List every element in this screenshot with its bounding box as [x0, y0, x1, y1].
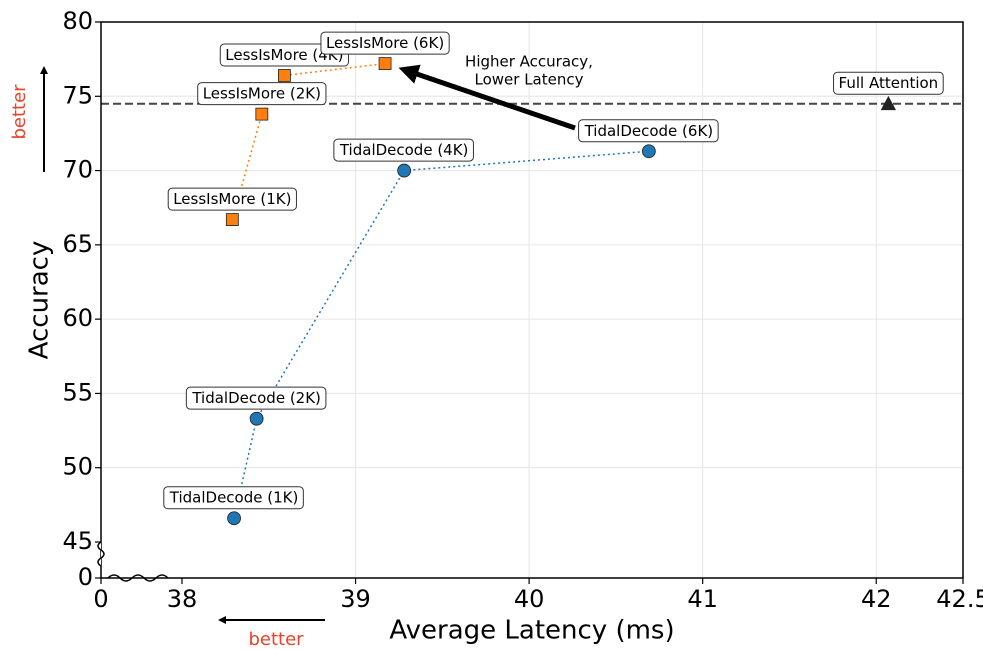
- point-label-group: TidalDecode (4K): [333, 138, 474, 162]
- point: [277, 69, 291, 82]
- axes-frame: [100, 21, 964, 579]
- point-label-group: TidalDecode (6K): [578, 119, 719, 143]
- point-label: TidalDecode (6K): [584, 122, 714, 140]
- label-box: [185, 386, 327, 410]
- point-label: Full Attention: [839, 74, 939, 92]
- point-label: LessIsMore (4K): [225, 46, 343, 64]
- x-tick-label: 42: [861, 585, 892, 613]
- point-label-group: LessIsMore (2K): [197, 82, 327, 106]
- y-tick-label: 45: [62, 527, 93, 555]
- y-tick-label: 80: [62, 7, 93, 35]
- x-axis-label: Average Latency (ms): [389, 616, 674, 646]
- point-label: LessIsMore (6K): [326, 34, 444, 52]
- point-label-group: TidalDecode (2K): [185, 386, 327, 410]
- x-tick-label: 39: [340, 585, 371, 613]
- label-box: [167, 187, 297, 211]
- point: [397, 163, 412, 178]
- point: [880, 95, 897, 111]
- point-label-group: LessIsMore (6K): [320, 31, 450, 55]
- y-tick-label: 60: [62, 304, 93, 332]
- x-tick-label: 40: [514, 585, 545, 613]
- point: [249, 411, 264, 426]
- point-label: TidalDecode (1K): [169, 489, 299, 507]
- point: [227, 511, 241, 526]
- better-label-x: better: [248, 629, 304, 650]
- point-label-group: LessIsMore (1K): [167, 187, 297, 211]
- annotation-text: Higher Accuracy,: [465, 53, 593, 71]
- label-box: [578, 119, 719, 143]
- x-axis-break: [107, 574, 169, 582]
- y-tick-label: 55: [62, 378, 93, 406]
- x-tick-label: 38: [167, 585, 198, 613]
- annotation-arrow: [398, 64, 576, 131]
- y-tick-label: 50: [62, 453, 93, 481]
- x-tick-label: 42.5: [936, 585, 983, 613]
- y-axis-break: [97, 541, 105, 567]
- label-box: [163, 486, 304, 510]
- y-tick-label: 65: [62, 230, 93, 258]
- point: [378, 57, 392, 70]
- better-label-y: better: [9, 84, 30, 140]
- point-label-group: Full Attention: [833, 71, 944, 95]
- point-label: TidalDecode (4K): [339, 141, 469, 159]
- plot-area: LessIsMore (1K) LessIsMore (2K) LessIsMore…: [101, 31, 963, 526]
- series-line: [233, 150, 649, 519]
- label-box: [833, 71, 944, 95]
- y-axis-label: Accuracy: [25, 241, 55, 360]
- y-tick-label: 75: [62, 81, 93, 109]
- point-label: LessIsMore (2K): [203, 85, 321, 103]
- label-box: [197, 82, 327, 106]
- annotation-text: Lower Latency: [475, 71, 584, 89]
- y-tick-label: 0: [78, 563, 93, 591]
- point: [641, 144, 656, 159]
- point-label-group: LessIsMore (4K): [219, 43, 350, 67]
- point: [225, 213, 239, 227]
- y-tick-label: 70: [62, 156, 93, 184]
- point: [255, 107, 269, 121]
- label-box: [219, 43, 350, 67]
- label-box: [333, 138, 474, 162]
- x-tick-label: 41: [687, 585, 718, 613]
- point-label: LessIsMore (1K): [173, 190, 291, 208]
- point-label: TidalDecode (2K): [191, 389, 321, 407]
- label-box: [320, 31, 450, 55]
- point-label-group: TidalDecode (1K): [163, 486, 304, 510]
- x-tick-label: 0: [93, 585, 108, 613]
